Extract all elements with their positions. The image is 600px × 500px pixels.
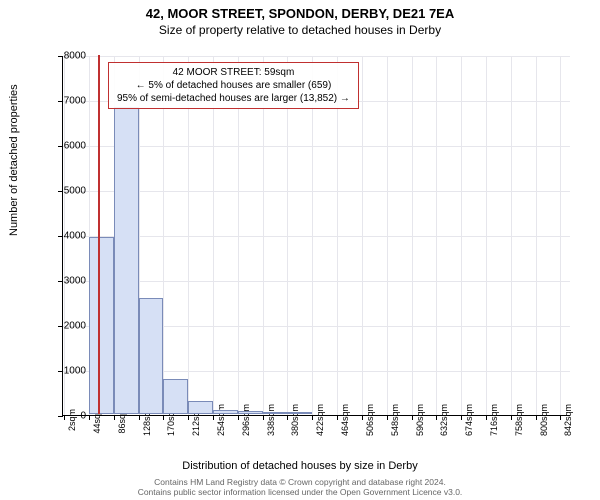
gridline-v	[486, 56, 487, 415]
ytick-label: 4000	[46, 231, 86, 242]
xtick-label: 632sqm	[439, 404, 449, 436]
ytick-label: 2000	[46, 321, 86, 332]
annotation-line2: ← 5% of detached houses are smaller (659…	[117, 79, 350, 92]
histogram-bar	[163, 379, 188, 414]
histogram-bar	[263, 412, 288, 414]
xtick-mark	[486, 415, 487, 420]
gridline-v	[213, 56, 214, 415]
xtick-label: 338sqm	[266, 404, 276, 436]
xtick-mark	[536, 415, 537, 420]
y-axis-label: Number of detached properties	[8, 84, 20, 236]
ytick-label: 0	[46, 411, 86, 422]
chart-title-block: 42, MOOR STREET, SPONDON, DERBY, DE21 7E…	[0, 0, 600, 37]
histogram-bar	[89, 237, 114, 414]
title-line1: 42, MOOR STREET, SPONDON, DERBY, DE21 7E…	[0, 6, 600, 21]
xtick-label: 842sqm	[563, 404, 573, 436]
xtick-label: 506sqm	[365, 404, 375, 436]
ytick-label: 1000	[46, 366, 86, 377]
xtick-label: 716sqm	[489, 404, 499, 436]
footer-line1: Contains HM Land Registry data © Crown c…	[0, 477, 600, 487]
xtick-mark	[188, 415, 189, 420]
xtick-mark	[511, 415, 512, 420]
histogram-bar	[238, 411, 263, 414]
xtick-mark	[139, 415, 140, 420]
xtick-label: 464sqm	[340, 404, 350, 436]
ytick-label: 5000	[46, 186, 86, 197]
histogram-bar	[213, 410, 238, 414]
footer-line2: Contains public sector information licen…	[0, 487, 600, 497]
gridline-v	[188, 56, 189, 415]
ytick-label: 7000	[46, 96, 86, 107]
gridline-v	[511, 56, 512, 415]
x-axis-label: Distribution of detached houses by size …	[0, 460, 600, 472]
xtick-label: 422sqm	[315, 404, 325, 436]
ytick-label: 8000	[46, 51, 86, 62]
xtick-mark	[312, 415, 313, 420]
gridline-v	[287, 56, 288, 415]
chart-area: 2sqm44sqm86sqm128sqm170sqm212sqm254sqm29…	[62, 56, 570, 416]
gridline-v	[238, 56, 239, 415]
annotation-line3: 95% of semi-detached houses are larger (…	[117, 92, 350, 105]
xtick-mark	[436, 415, 437, 420]
title-line2: Size of property relative to detached ho…	[0, 23, 600, 37]
xtick-mark	[114, 415, 115, 420]
annotation-line1: 42 MOOR STREET: 59sqm	[117, 66, 350, 79]
xtick-label: 674sqm	[464, 404, 474, 436]
xtick-mark	[461, 415, 462, 420]
xtick-label: 590sqm	[415, 404, 425, 436]
gridline-v	[461, 56, 462, 415]
xtick-mark	[287, 415, 288, 420]
gridline-v	[560, 56, 561, 415]
ytick-label: 3000	[46, 276, 86, 287]
annotation-box: 42 MOOR STREET: 59sqm ← 5% of detached h…	[108, 62, 359, 109]
xtick-mark	[560, 415, 561, 420]
xtick-mark	[412, 415, 413, 420]
xtick-label: 296sqm	[241, 404, 251, 436]
xtick-label: 758sqm	[514, 404, 524, 436]
gridline-v	[312, 56, 313, 415]
xtick-label: 800sqm	[539, 404, 549, 436]
histogram-bar	[287, 412, 312, 414]
histogram-bar	[114, 107, 139, 414]
gridline-v	[412, 56, 413, 415]
xtick-mark	[89, 415, 90, 420]
xtick-mark	[337, 415, 338, 420]
gridline-v	[163, 56, 164, 415]
gridline-v	[263, 56, 264, 415]
gridline-v	[536, 56, 537, 415]
ytick-label: 6000	[46, 141, 86, 152]
xtick-mark	[387, 415, 388, 420]
property-marker-line	[98, 55, 100, 414]
gridline-v	[436, 56, 437, 415]
plot-region: 2sqm44sqm86sqm128sqm170sqm212sqm254sqm29…	[62, 56, 570, 416]
xtick-mark	[238, 415, 239, 420]
xtick-mark	[263, 415, 264, 420]
xtick-label: 380sqm	[290, 404, 300, 436]
histogram-bar	[188, 401, 213, 414]
gridline-v	[337, 56, 338, 415]
footer-attribution: Contains HM Land Registry data © Crown c…	[0, 477, 600, 497]
xtick-mark	[213, 415, 214, 420]
histogram-bar	[139, 298, 164, 414]
gridline-v	[387, 56, 388, 415]
xtick-mark	[163, 415, 164, 420]
xtick-label: 548sqm	[390, 404, 400, 436]
xtick-mark	[362, 415, 363, 420]
gridline-v	[362, 56, 363, 415]
